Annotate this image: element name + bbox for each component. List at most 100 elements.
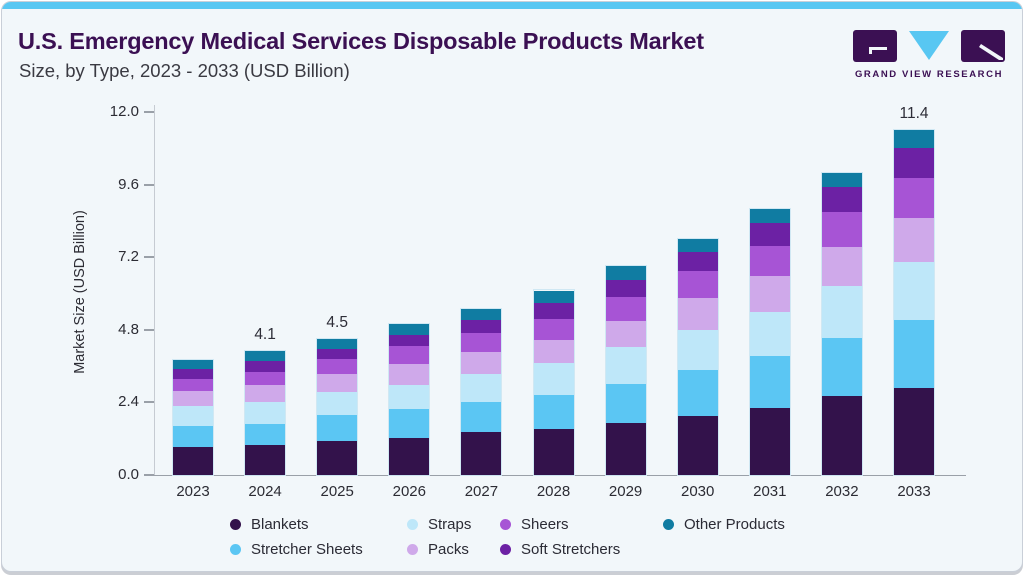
bar-segment-blankets: [461, 432, 502, 475]
bar-segment-other-products: [749, 208, 790, 224]
bar-segment-other-products: [894, 130, 934, 149]
bar-segment-sheers: [245, 371, 286, 386]
bar-segment-blankets: [389, 438, 430, 475]
x-label-2030: 2030: [681, 483, 715, 500]
bar-segment-stretcher-sheets: [389, 409, 430, 439]
logo-shapes: [853, 30, 1005, 62]
bar-segment-other-products: [461, 308, 502, 320]
logo-g-icon: [853, 30, 897, 62]
x-label-2028: 2028: [536, 483, 571, 500]
y-tick: [144, 183, 154, 186]
legend-label: Sheers: [521, 515, 569, 533]
bar-2032: [820, 171, 863, 476]
bar-segment-blankets: [173, 447, 213, 475]
bar-segment-straps: [389, 384, 430, 410]
bar-segment-straps: [533, 362, 574, 396]
bar-segment-packs: [605, 320, 646, 348]
legend-dot: [663, 518, 674, 530]
y-tick-label: 12.0: [109, 103, 139, 120]
bar-2023: [172, 359, 214, 476]
y-tick-label: 2.4: [118, 393, 139, 411]
accent-top-bar: [2, 2, 1022, 9]
bar-segment-straps: [605, 347, 646, 384]
legend-item-blankets: Blankets: [230, 515, 309, 533]
y-tick: [144, 474, 154, 476]
bar-segment-stretcher-sheets: [749, 356, 790, 408]
total-label-2025: 4.5: [326, 313, 348, 331]
bar-segment-other-products: [533, 290, 574, 303]
bar-segment-stretcher-sheets: [173, 426, 213, 448]
legend-item-straps: Straps: [407, 516, 471, 533]
legend-dot: [230, 543, 241, 555]
legend-dot: [500, 543, 511, 555]
bar-segment-soft-stretchers: [677, 252, 718, 271]
legend-dot: [500, 518, 511, 530]
legend-dot: [230, 518, 241, 530]
x-axis-line: [154, 475, 966, 476]
bar-segment-soft-stretchers: [461, 319, 502, 333]
page-title: U.S. Emergency Medical Services Disposab…: [18, 28, 704, 54]
bar-segment-sheers: [821, 212, 862, 247]
bar-segment-blankets: [533, 429, 574, 475]
bar-segment-straps: [245, 402, 286, 424]
bar-segment-soft-stretchers: [173, 369, 213, 379]
legend-label: Stretcher Sheets: [251, 540, 363, 558]
x-label-2023: 2023: [176, 483, 210, 500]
x-label-2032: 2032: [825, 483, 859, 500]
bar-segment-packs: [894, 217, 934, 263]
x-label-2031: 2031: [753, 483, 787, 500]
bar-segment-stretcher-sheets: [245, 423, 286, 446]
bar-segment-stretcher-sheets: [461, 402, 502, 433]
bar-2030: [676, 238, 719, 476]
bar-segment-other-products: [821, 172, 862, 187]
legend-label: Other Products: [684, 515, 785, 533]
bar-segment-sheers: [605, 296, 646, 321]
bar-segment-straps: [677, 330, 718, 371]
bar-segment-soft-stretchers: [821, 186, 862, 213]
y-tick: [144, 328, 154, 331]
x-label-2026: 2026: [392, 483, 426, 500]
bar-segment-stretcher-sheets: [605, 383, 646, 423]
bar-2027: [460, 307, 503, 477]
bar-segment-soft-stretchers: [245, 361, 286, 372]
bar-segment-soft-stretchers: [605, 279, 646, 297]
legend-item-other-products: Other Products: [663, 515, 785, 533]
bar-segment-other-products: [173, 360, 213, 370]
legend-label: Soft Stretchers: [521, 540, 621, 558]
page-subtitle: Size, by Type, 2023 - 2033 (USD Billion): [19, 60, 350, 81]
y-tick-label: 7.2: [118, 248, 139, 266]
logo-v-icon: [909, 31, 949, 60]
bar-segment-blankets: [605, 422, 646, 475]
x-label-2033: 2033: [897, 483, 931, 500]
bar-segment-packs: [749, 275, 790, 312]
bar-segment-packs: [317, 374, 358, 392]
bar-2026: [388, 322, 431, 477]
bar-segment-other-products: [317, 338, 358, 349]
legend-item-packs: Packs: [407, 540, 469, 558]
bar-segment-other-products: [677, 239, 718, 253]
y-tick: [144, 401, 154, 404]
legend-label: Blankets: [251, 515, 309, 533]
total-label-2024: 4.1: [254, 325, 276, 343]
bar-segment-stretcher-sheets: [894, 320, 934, 388]
bar-segment-stretcher-sheets: [317, 414, 358, 442]
bar-segment-packs: [389, 364, 430, 385]
bar-segment-blankets: [317, 441, 358, 475]
bar-segment-soft-stretchers: [749, 223, 790, 246]
x-label-2025: 2025: [320, 483, 354, 500]
x-label-2024: 2024: [248, 483, 282, 500]
bar-segment-other-products: [389, 323, 430, 335]
bar-segment-sheers: [461, 332, 502, 352]
bar-segment-sheers: [173, 378, 213, 391]
y-tick-label: 0.0: [118, 466, 139, 483]
bar-segment-soft-stretchers: [894, 148, 934, 178]
bar-segment-sheers: [749, 245, 790, 276]
bar-segment-soft-stretchers: [389, 334, 430, 347]
bar-segment-stretcher-sheets: [677, 370, 718, 416]
bar-segment-soft-stretchers: [317, 348, 358, 359]
legend-dot: [407, 543, 418, 555]
legend-item-sheers: Sheers: [500, 515, 569, 533]
legend-label: Packs: [428, 540, 469, 558]
